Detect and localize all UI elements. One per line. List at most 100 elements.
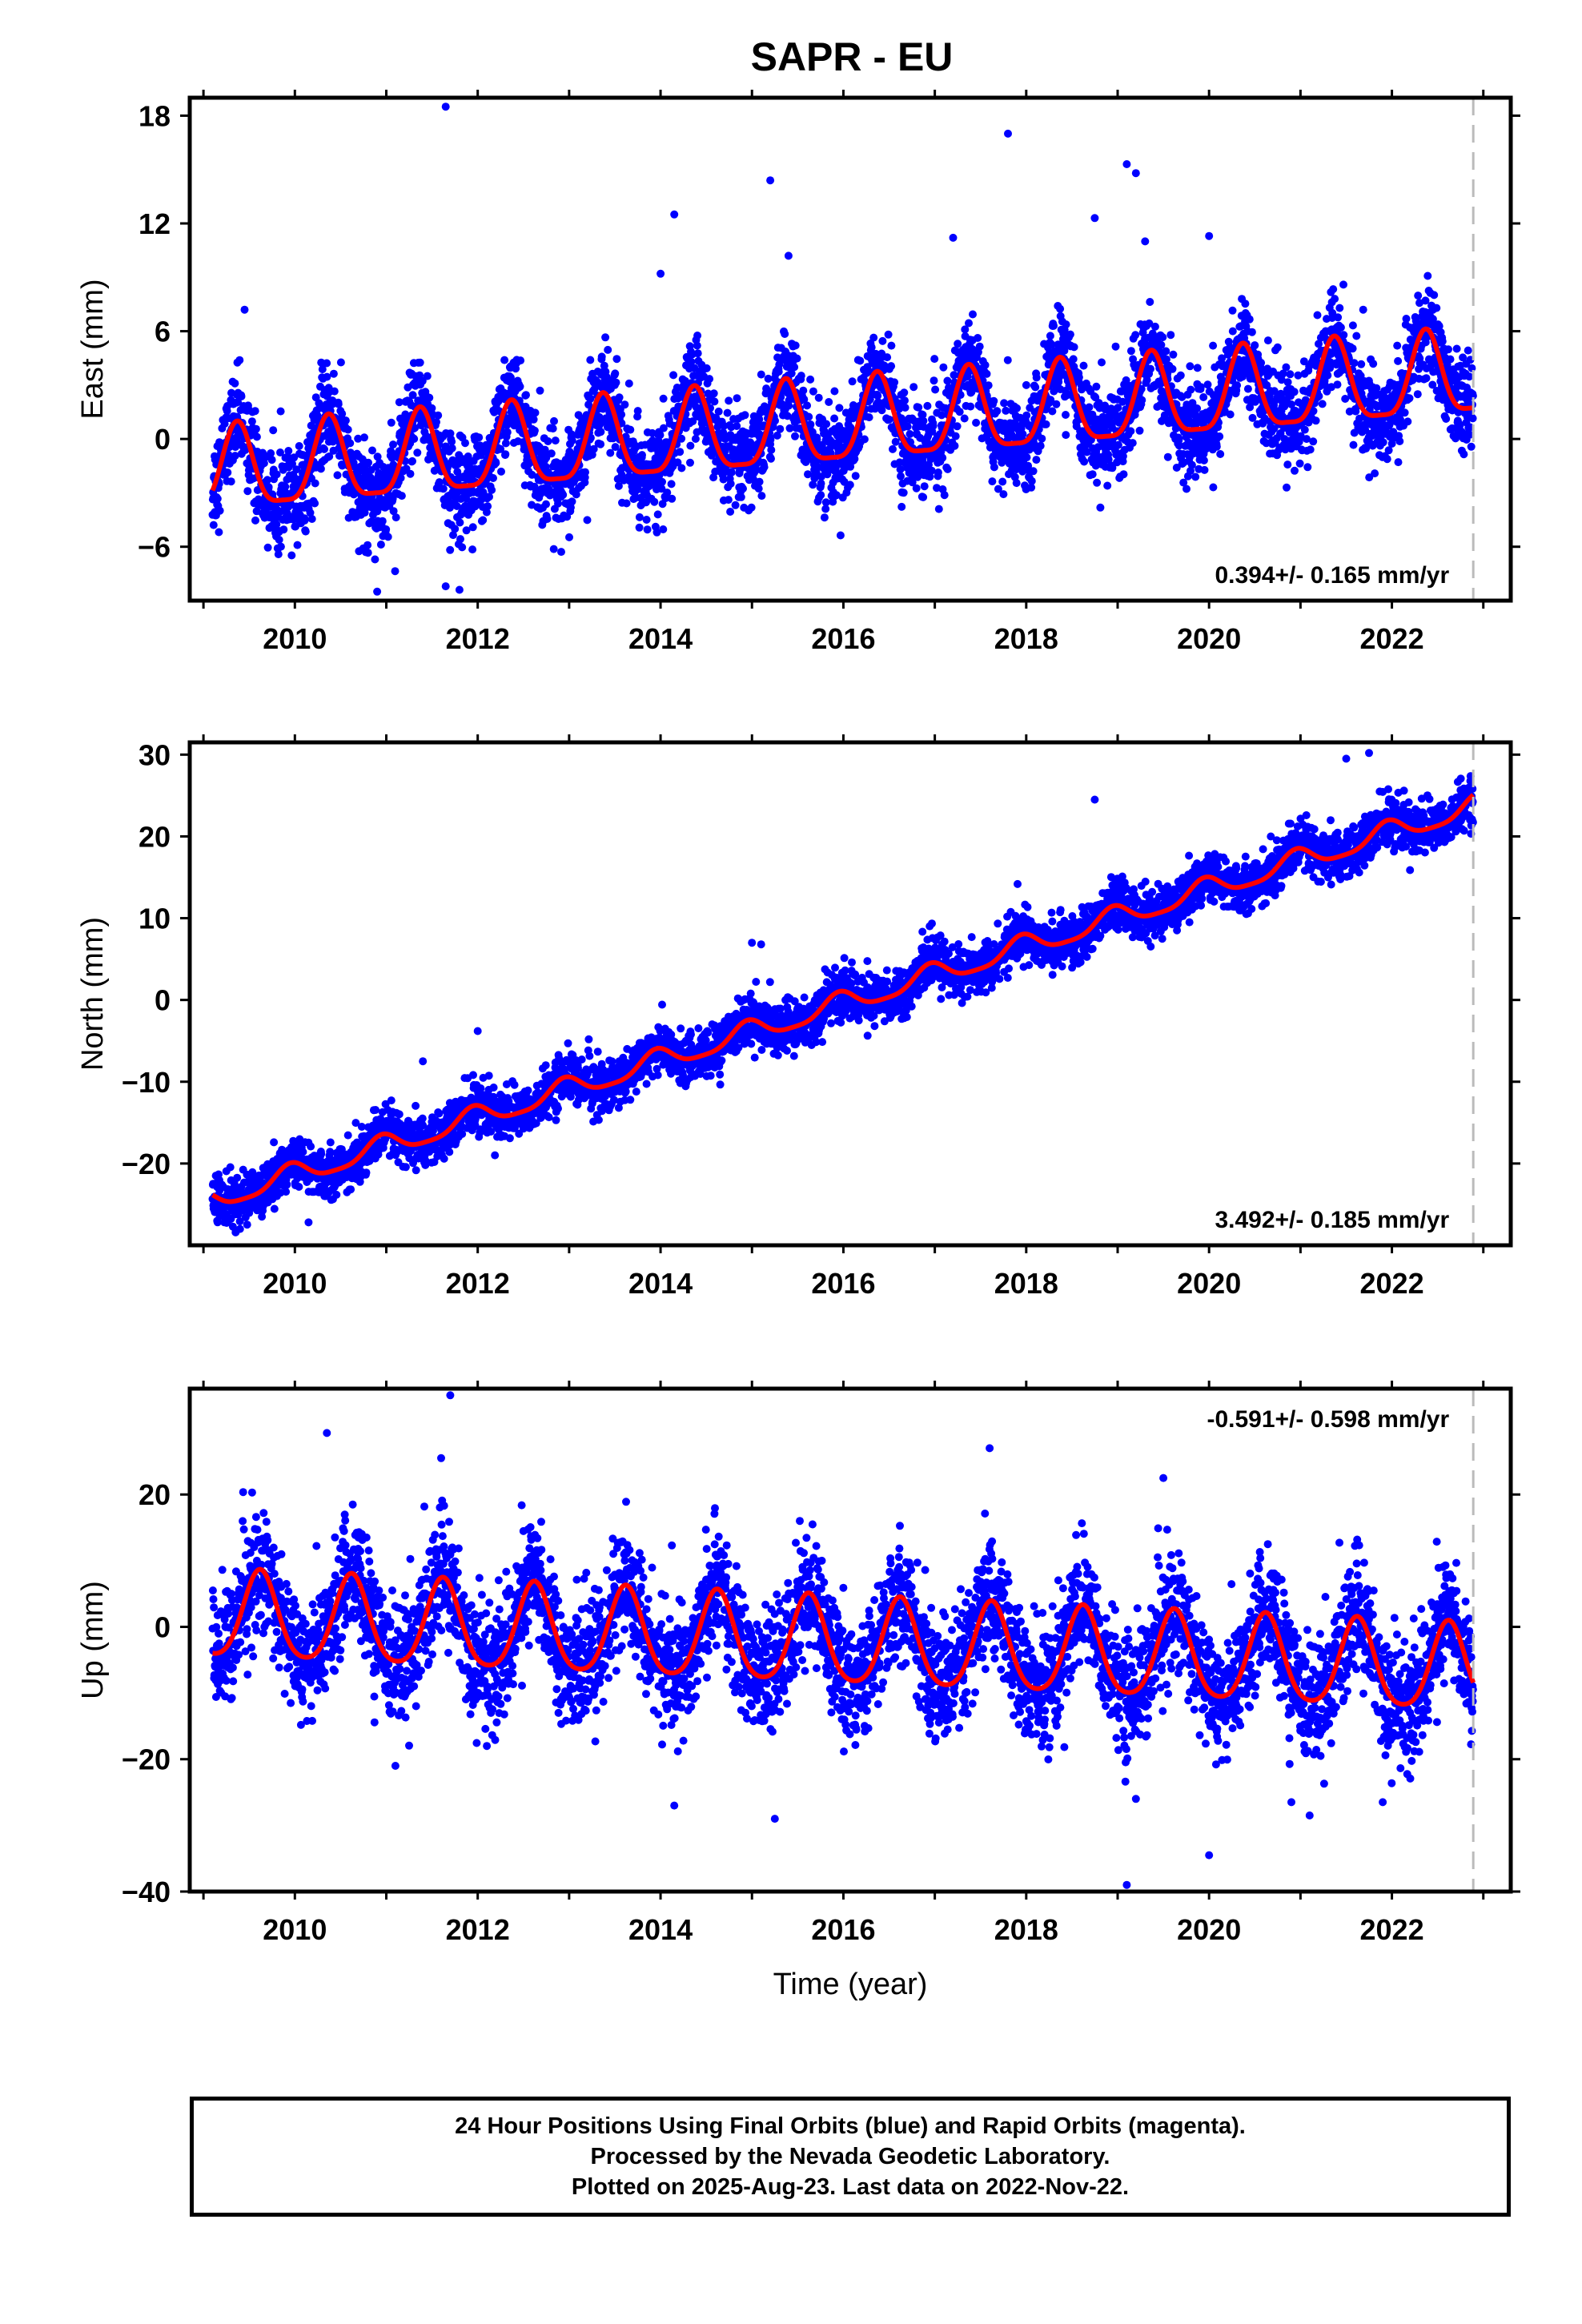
data-point — [1162, 347, 1170, 356]
data-point — [536, 386, 544, 395]
data-point — [1348, 344, 1357, 353]
data-point — [1402, 315, 1411, 323]
data-point — [1013, 404, 1021, 412]
data-point — [1228, 327, 1237, 336]
data-point — [272, 470, 281, 479]
data-point — [615, 393, 624, 402]
data-point — [568, 497, 576, 506]
x-tick-label: 2018 — [994, 622, 1058, 655]
data-point — [934, 468, 942, 476]
data-point — [889, 444, 897, 453]
data-point — [908, 478, 917, 487]
data-point — [237, 392, 246, 400]
data-point — [549, 545, 558, 553]
data-point — [776, 424, 785, 433]
data-point — [395, 398, 404, 407]
data-point — [389, 507, 398, 516]
data-point — [281, 482, 290, 491]
data-point — [869, 333, 878, 342]
data-point — [617, 410, 626, 419]
data-point — [1048, 407, 1057, 416]
data-point — [368, 446, 376, 455]
data-point — [702, 364, 711, 372]
data-point — [982, 369, 991, 378]
data-point — [1168, 364, 1177, 373]
data-point — [1233, 381, 1242, 390]
data-point — [755, 477, 764, 486]
data-point — [1423, 271, 1432, 280]
data-point — [243, 487, 252, 496]
data-point — [408, 456, 416, 465]
data-point — [930, 376, 938, 385]
data-point — [966, 402, 975, 411]
data-point — [1357, 360, 1366, 368]
data-point — [449, 531, 457, 540]
data-point — [771, 416, 779, 425]
data-point — [501, 439, 510, 448]
data-point — [733, 422, 741, 430]
data-point — [550, 416, 558, 425]
data-point — [905, 430, 914, 438]
data-point — [808, 428, 817, 436]
data-point — [363, 549, 372, 557]
data-point — [1339, 331, 1348, 340]
data-point — [848, 377, 857, 386]
data-point — [418, 376, 427, 385]
data-point — [903, 422, 912, 431]
data-point — [659, 525, 668, 533]
data-point — [410, 435, 419, 443]
data-point — [754, 485, 763, 493]
data-point — [1032, 456, 1041, 464]
data-point — [323, 359, 331, 368]
data-point — [557, 548, 565, 557]
data-point — [825, 398, 833, 406]
data-point — [530, 426, 539, 435]
data-point — [1430, 291, 1439, 300]
data-point — [1329, 285, 1338, 294]
data-point — [307, 515, 316, 523]
outlier-point — [1205, 231, 1214, 240]
data-point — [596, 440, 605, 448]
data-point — [329, 369, 338, 378]
east-panel: 2010 2012 2014 2016 2018 2020 2022−6061218East… — [76, 90, 1520, 655]
x-tick-label: 2016 — [811, 622, 875, 655]
data-point — [1203, 380, 1212, 389]
data-point — [411, 424, 420, 432]
data-point — [292, 465, 301, 474]
data-point — [901, 396, 909, 405]
data-point — [1093, 478, 1102, 487]
data-point — [1414, 292, 1423, 300]
data-point — [686, 441, 695, 450]
data-point — [247, 417, 256, 426]
data-point — [1336, 323, 1345, 332]
data-point — [887, 341, 896, 350]
data-point — [1379, 438, 1387, 447]
data-point — [809, 387, 817, 396]
outlier-point — [455, 585, 464, 594]
data-point — [432, 418, 440, 426]
data-point — [446, 545, 455, 554]
data-point — [1031, 383, 1040, 392]
data-point — [624, 379, 633, 388]
data-point — [676, 448, 685, 456]
data-point — [845, 480, 854, 489]
x-tick-label: 2022 — [1360, 622, 1424, 655]
data-point — [542, 500, 550, 509]
data-point — [767, 454, 775, 463]
data-point — [612, 355, 621, 364]
data-point — [656, 431, 665, 440]
data-point — [224, 450, 233, 459]
data-point — [383, 533, 392, 541]
data-point — [1138, 396, 1146, 404]
data-point — [723, 408, 732, 417]
data-point — [1403, 417, 1412, 426]
data-point — [1079, 361, 1088, 370]
data-point — [787, 369, 796, 378]
data-point — [1313, 311, 1322, 320]
data-point — [500, 356, 509, 364]
data-point — [1333, 380, 1342, 389]
data-point — [814, 393, 823, 402]
data-point — [1062, 320, 1070, 329]
data-point — [806, 375, 815, 384]
data-point — [334, 400, 343, 408]
